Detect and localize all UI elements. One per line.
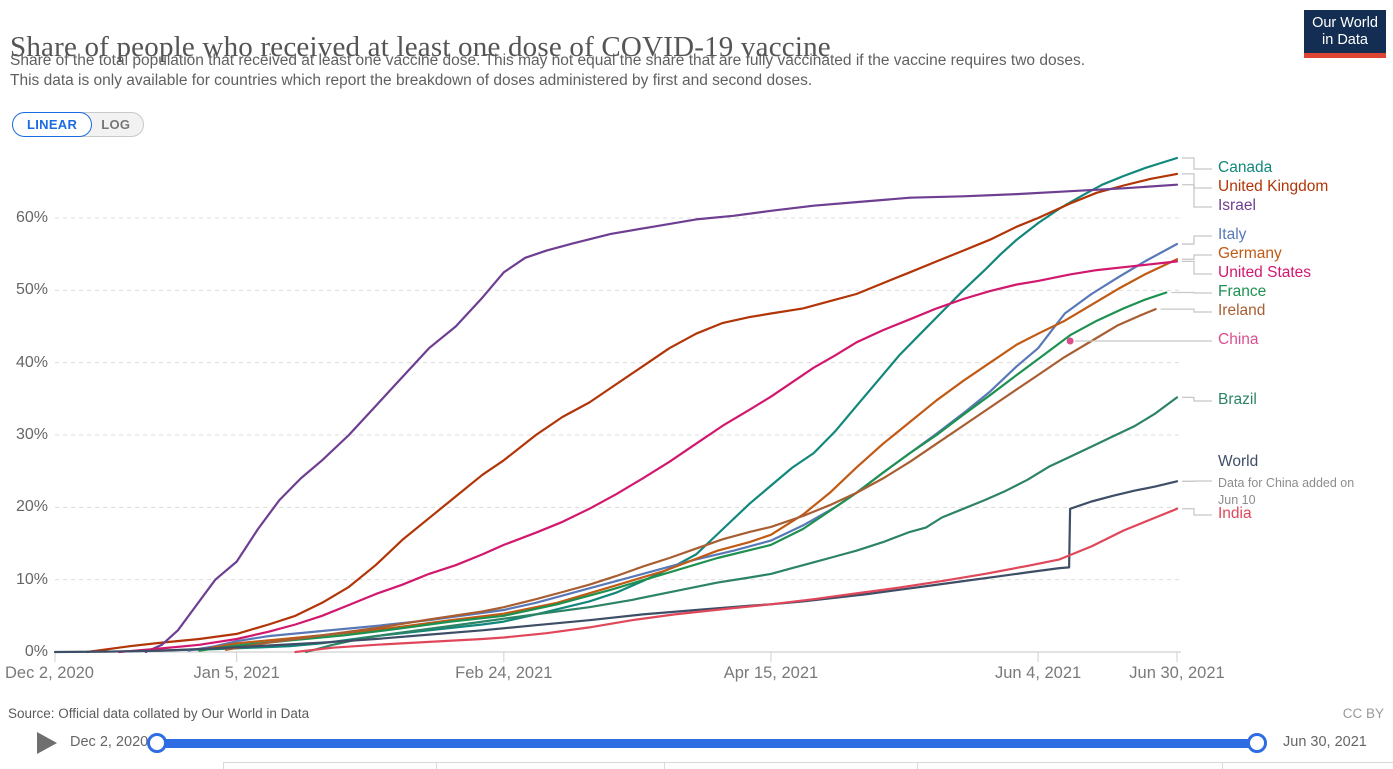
source-note: Source: Official data collated by Our Wo…	[8, 706, 310, 721]
timeline-slider-track[interactable]	[157, 739, 1257, 748]
legend-label-israel[interactable]: Israel	[1218, 197, 1256, 214]
table-column-border	[664, 763, 665, 769]
x-axis-tick-label: Feb 24, 2021	[455, 664, 553, 682]
subtitle-line-2: This data is only available for countrie…	[10, 72, 813, 89]
legend-label-brazil[interactable]: Brazil	[1218, 391, 1257, 408]
data-table-edge	[223, 762, 1393, 769]
page-title: Share of people who received at least on…	[10, 31, 831, 64]
legend-annotation: Data for China added on	[1218, 476, 1355, 490]
y-axis-tick-label: 40%	[15, 353, 48, 371]
owid-logo: Our World in Data	[1304, 10, 1386, 58]
legend-label-united-states[interactable]: United States	[1218, 264, 1312, 281]
y-axis-tick-label: 30%	[15, 426, 48, 443]
timeline-start-label: Dec 2, 2020	[70, 734, 149, 750]
timeline-start-handle[interactable]	[147, 733, 167, 753]
legend-label-world[interactable]: World	[1218, 453, 1259, 470]
y-axis-tick-label: 10%	[15, 570, 48, 588]
license-link[interactable]: CC BY	[1342, 706, 1384, 721]
x-axis-tick-label: Jun 30, 2021	[1129, 664, 1225, 682]
legend-label-china[interactable]: China	[1218, 331, 1259, 348]
y-axis-tick-label: 50%	[15, 281, 48, 299]
legend-label-germany[interactable]: Germany	[1218, 245, 1282, 262]
table-column-border	[436, 763, 437, 769]
chart-subtitle: Share of the total population that recei…	[10, 51, 1085, 91]
legend-label-canada[interactable]: Canada	[1218, 159, 1273, 176]
scale-toggle: LINEAR LOG	[12, 112, 145, 137]
linear-scale-button[interactable]: LINEAR	[12, 112, 93, 137]
timeline-end-handle[interactable]	[1247, 733, 1267, 753]
x-axis-tick-label: Dec 2, 2020	[5, 664, 94, 682]
legend-label-italy[interactable]: Italy	[1218, 226, 1247, 243]
x-axis-tick-label: Apr 15, 2021	[723, 664, 819, 682]
logo-line-1: Our World	[1312, 15, 1378, 31]
legend-label-united-kingdom[interactable]: United Kingdom	[1218, 178, 1329, 195]
table-column-border	[917, 763, 918, 769]
x-axis-tick-label: Jan 5, 2021	[193, 664, 280, 682]
y-axis-tick-label: 20%	[15, 498, 48, 516]
subtitle-line-1: Share of the total population that recei…	[10, 52, 1086, 69]
legend-label-france[interactable]: France	[1218, 283, 1267, 300]
y-axis-tick-label: 60%	[15, 209, 48, 226]
timeline-end-label: Jun 30, 2021	[1283, 734, 1367, 750]
x-axis-tick-label: Jun 4, 2021	[994, 664, 1082, 682]
y-axis-tick-label: 0%	[24, 643, 48, 660]
legend-label-india[interactable]: India	[1218, 505, 1252, 522]
table-column-border	[1222, 763, 1223, 769]
play-button[interactable]	[37, 732, 57, 754]
logo-line-2: in Data	[1322, 32, 1368, 48]
legend-annotation: Jun 10	[1218, 493, 1256, 507]
legend-label-ireland[interactable]: Ireland	[1218, 302, 1266, 319]
